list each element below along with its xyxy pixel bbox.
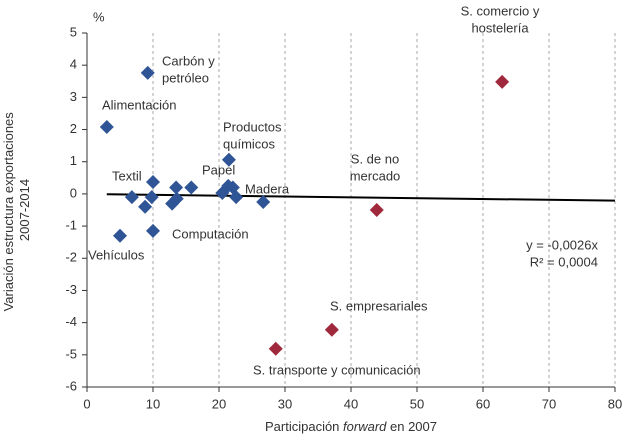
point bbox=[144, 190, 159, 205]
y-tick-label: -1 bbox=[65, 218, 77, 233]
annotation: y = -0,0026x bbox=[526, 237, 598, 252]
x-tick-label: 20 bbox=[212, 396, 226, 411]
point bbox=[324, 322, 339, 337]
y-tick-label: 3 bbox=[70, 89, 77, 104]
annotation: R² = 0,0004 bbox=[530, 254, 598, 269]
point bbox=[169, 191, 184, 206]
point bbox=[221, 152, 236, 167]
y-tick-label: 2 bbox=[70, 121, 77, 136]
annotation: químicos bbox=[223, 136, 276, 151]
annotation: Computación bbox=[172, 226, 249, 241]
annotation: hostelería bbox=[471, 20, 529, 35]
annotation: Carbón y bbox=[162, 53, 215, 68]
x-axis-title-part: forward bbox=[343, 419, 387, 434]
trendline bbox=[106, 193, 616, 202]
point bbox=[99, 119, 114, 134]
annotation: Alimentación bbox=[102, 97, 176, 112]
x-tick-label: 70 bbox=[542, 396, 556, 411]
point bbox=[169, 180, 184, 195]
annotation: mercado bbox=[350, 168, 401, 183]
y-tick-label: -5 bbox=[65, 346, 77, 361]
y-tick-label: 5 bbox=[70, 24, 77, 39]
point bbox=[124, 190, 139, 205]
annotation: S. de no bbox=[351, 151, 399, 166]
y-axis-title: Variación estructura exportaciones 2007-… bbox=[1, 109, 32, 312]
y-tick-label: -6 bbox=[65, 378, 77, 393]
point bbox=[146, 175, 160, 190]
point bbox=[113, 228, 127, 243]
unit-label: % bbox=[93, 9, 105, 24]
point bbox=[369, 203, 384, 217]
point bbox=[138, 199, 153, 214]
y-tick-label: -4 bbox=[65, 314, 77, 329]
annotation: Productos bbox=[223, 119, 282, 134]
x-axis-title: Participación forward en 2007 bbox=[265, 419, 437, 434]
x-axis-title-part: en 2007 bbox=[386, 419, 437, 434]
point bbox=[229, 190, 244, 205]
x-tick-label: 0 bbox=[83, 396, 90, 411]
point bbox=[495, 74, 510, 89]
y-axis-title-line: 2007-2014 bbox=[17, 179, 32, 241]
point bbox=[256, 194, 271, 209]
point bbox=[184, 180, 199, 195]
y-tick-label: -2 bbox=[65, 250, 77, 265]
x-tick-label: 40 bbox=[344, 396, 358, 411]
point bbox=[140, 65, 155, 80]
annotation: Vehículos bbox=[88, 247, 145, 262]
x-tick-label: 30 bbox=[278, 396, 292, 411]
point bbox=[268, 341, 283, 356]
annotation: petróleo bbox=[162, 70, 209, 85]
x-tick-label: 80 bbox=[608, 396, 622, 411]
x-tick-label: 50 bbox=[410, 396, 424, 411]
y-tick-label: 4 bbox=[70, 57, 77, 72]
y-tick-label: 1 bbox=[70, 153, 77, 168]
annotation: Papel bbox=[202, 162, 235, 177]
x-tick-label: 60 bbox=[476, 396, 490, 411]
y-tick-label: 0 bbox=[70, 185, 77, 200]
annotation: Madera bbox=[245, 181, 290, 196]
y-tick-label: -3 bbox=[65, 282, 77, 297]
x-axis-title-part: Participación bbox=[265, 419, 343, 434]
point bbox=[146, 223, 160, 238]
annotation: Textil bbox=[112, 168, 142, 183]
x-tick-label: 10 bbox=[146, 396, 160, 411]
annotation: S. transporte y comunicación bbox=[253, 362, 421, 377]
annotation: S. empresariales bbox=[330, 298, 428, 313]
annotation: S. comercio y bbox=[461, 3, 540, 18]
y-axis-title-line: Variación estructura exportaciones bbox=[1, 112, 16, 312]
